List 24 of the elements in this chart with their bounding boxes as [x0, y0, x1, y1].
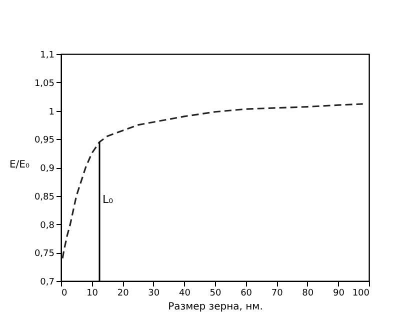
ref-line-label: L₀ — [102, 193, 114, 206]
y-tick-label: 0,7 — [40, 278, 54, 288]
y-axis-title: E/E₀ — [9, 160, 30, 170]
y-tick-label: 0,9 — [40, 164, 55, 174]
y-tick-label: 1,1 — [40, 50, 54, 60]
x-tick-label: 20 — [117, 288, 130, 298]
x-tick-label: 70 — [271, 288, 284, 298]
x-tick-label: 60 — [240, 288, 252, 298]
x-tick-label: 90 — [332, 288, 345, 298]
x-tick-label: 50 — [210, 288, 222, 298]
y-tick-label: 1,05 — [34, 78, 54, 89]
x-tick-label: 80 — [302, 288, 314, 298]
y-tick-label: 0,95 — [34, 136, 54, 146]
y-tick-label: 1 — [48, 107, 54, 118]
x-tick-label: 10 — [86, 288, 98, 298]
x-tick-label: 30 — [148, 288, 160, 298]
y-tick-label: 0,8 — [40, 220, 55, 231]
x-tick-label: 100 — [352, 288, 370, 298]
line-series — [62, 103, 364, 260]
x-tick-label: 40 — [178, 288, 191, 298]
x-axis-title: Размер зерна, нм. — [168, 302, 263, 312]
y-tick-label: 0,75 — [34, 249, 54, 260]
x-tick-label: 0 — [62, 288, 68, 298]
y-tick-label: 0,85 — [34, 192, 54, 202]
